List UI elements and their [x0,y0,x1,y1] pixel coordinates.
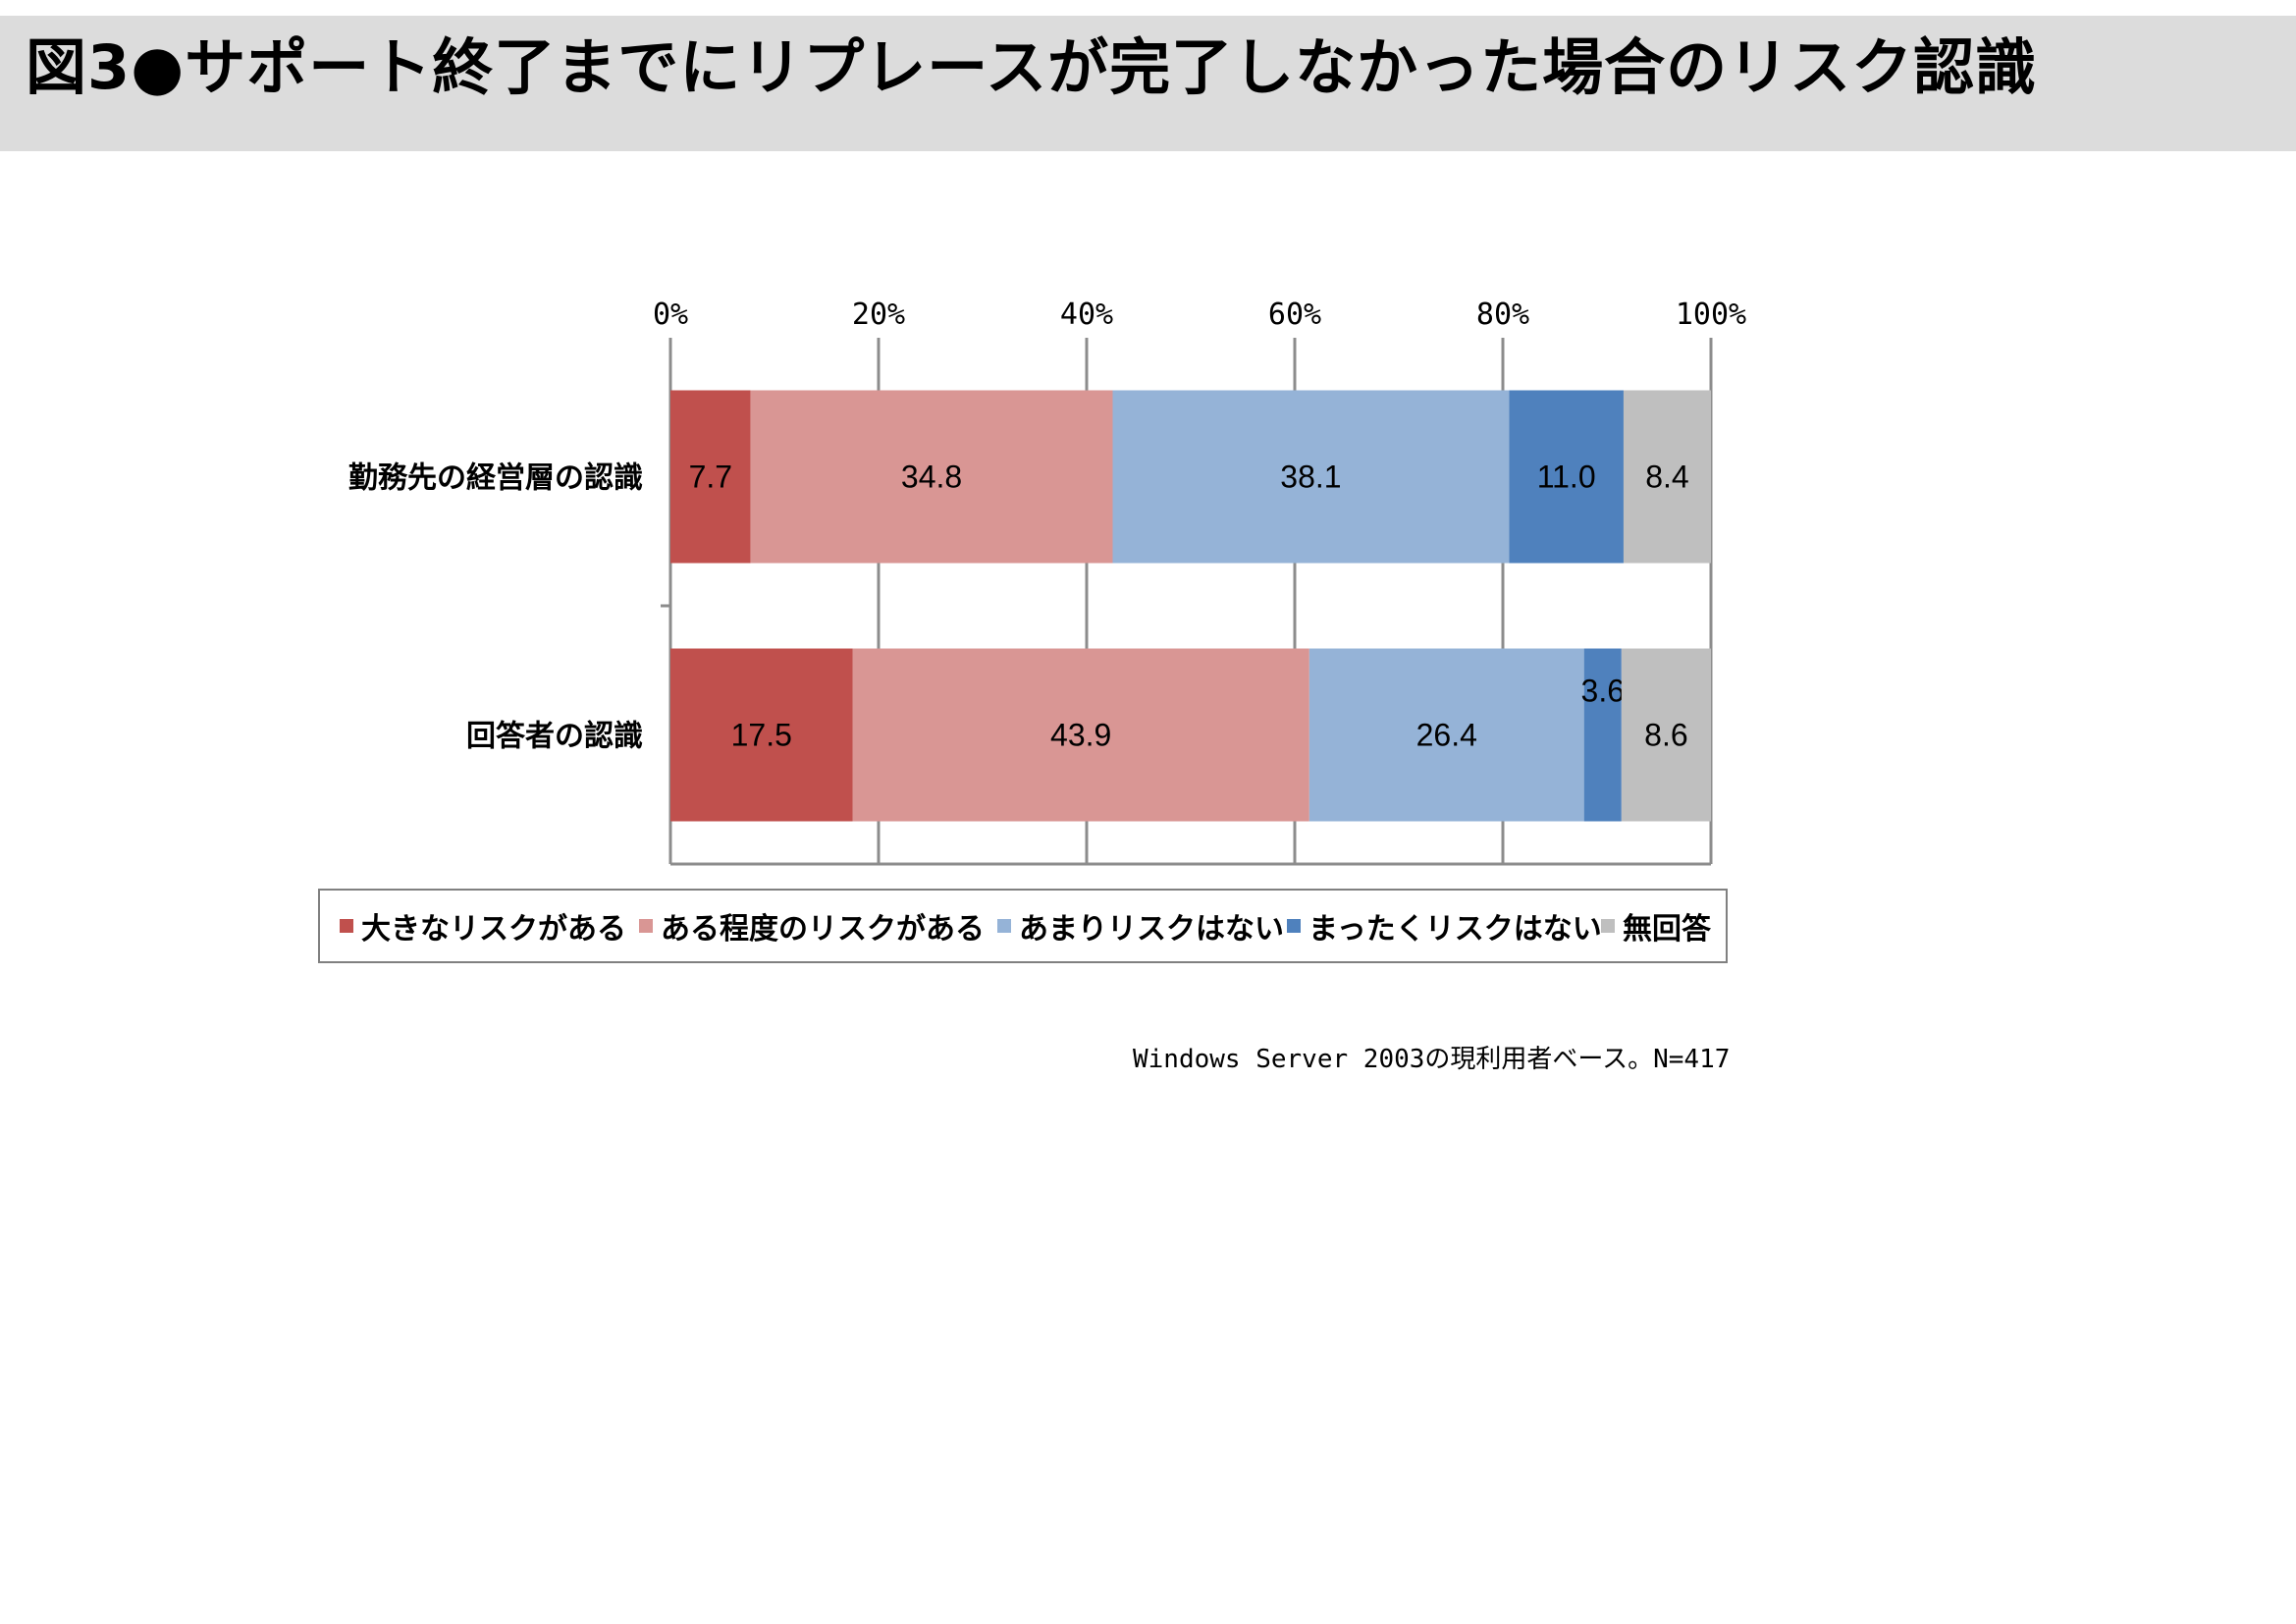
legend-item: 無回答 [1601,891,1711,961]
legend-swatch [340,919,353,933]
bar-segment [750,390,1113,564]
legend-item: あまりリスクはない [997,891,1284,961]
legend-swatch [997,919,1011,933]
bar-segment [1621,648,1711,822]
x-tick-label: 60% [1268,298,1321,332]
legend-swatch [1601,919,1615,933]
data-label: 8.6 [1644,718,1687,753]
data-label: 43.9 [1050,718,1111,753]
data-label: 17.5 [731,718,792,753]
data-label: 7.7 [689,460,732,495]
category-label: 勤務先の経営層の認識 [348,461,643,496]
bar-segment [670,648,853,822]
data-label: 34.8 [901,460,962,495]
data-label: 3.6 [1581,674,1625,709]
data-label: 38.1 [1280,460,1341,495]
x-tick-label: 20% [852,298,905,332]
page-title: 図3●サポート終了までにリプレースが完了しなかった場合のリスク認識 [26,31,2038,103]
sample-note: Windows Server 2003の現利用者ベース。N=417 [1133,1045,1731,1074]
legend-swatch [639,919,653,933]
bar-segment [1112,390,1510,564]
x-tick-label: 0% [653,298,688,332]
data-label: 26.4 [1416,718,1477,753]
data-label: 8.4 [1645,460,1688,495]
legend-label: 無回答 [1623,912,1711,947]
bar-segment [1583,648,1622,822]
legend-swatch [1287,919,1301,933]
legend-label: あまりリスクはない [1019,912,1284,947]
legend-label: 大きなリスクがある [361,912,626,947]
x-tick-label: 40% [1060,298,1113,332]
data-label: 11.0 [1537,460,1596,495]
legend-label: ある程度のリスクがある [661,912,985,947]
legend-item: 大きなリスクがある [340,891,626,961]
x-tick-label: 80% [1476,298,1529,332]
legend-label: まったくリスクはない [1308,912,1602,947]
category-label: 回答者の認識 [466,720,643,754]
title-band [0,16,2296,151]
bar-segment [670,390,751,564]
bar-segment [852,648,1309,822]
x-tick-label: 100% [1676,298,1746,332]
legend-item: まったくリスクはない [1287,891,1602,961]
bar-segment [1308,648,1584,822]
legend-item: ある程度のリスクがある [639,891,985,961]
bar-segment [1509,390,1624,564]
bar-segment [1623,390,1711,564]
chart-legend: 大きなリスクがある ある程度のリスクがある あまりリスクはない まったくリスクはない無… [318,889,1728,963]
